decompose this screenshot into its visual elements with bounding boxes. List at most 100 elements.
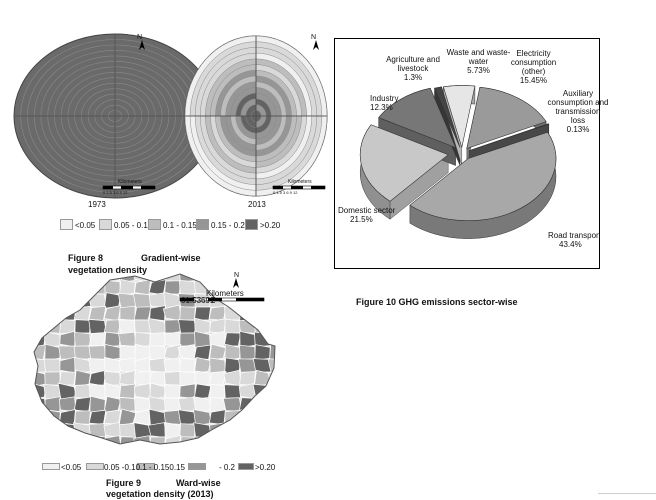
- ward-cell: [165, 449, 180, 463]
- legend-swatch: [238, 463, 254, 470]
- ward-cell: [178, 320, 196, 334]
- gradient-maps: [0, 0, 330, 240]
- ward-cell: [75, 320, 90, 334]
- ward-cell: [88, 268, 106, 281]
- ward-cell: [30, 448, 46, 463]
- ward-cell: [209, 268, 225, 282]
- ward-cell: [180, 307, 196, 321]
- legend-label: 0.15 - 0.2: [211, 221, 245, 230]
- ward-cell: [224, 423, 240, 437]
- ward-cell: [45, 307, 61, 320]
- ward-cell: [45, 268, 60, 281]
- ward-cell: [45, 397, 60, 412]
- ward-cell: [254, 410, 270, 424]
- figure-8-caption-title: Gradient-wise: [141, 253, 201, 264]
- ward-cell: [209, 372, 226, 386]
- figure-8-caption-number: Figure 8: [68, 253, 103, 264]
- ward-cell: [89, 410, 106, 424]
- ward-cell: [179, 280, 195, 294]
- ward-cell: [43, 279, 61, 296]
- ward-cell: [30, 318, 45, 335]
- ward-cell: [59, 268, 76, 281]
- ward-cell: [269, 305, 280, 322]
- ward-cell: [30, 410, 47, 426]
- ward-cell: [255, 268, 270, 282]
- ward-cell: [164, 372, 180, 386]
- figure-9-caption-title-2: vegetation density (2013): [106, 489, 214, 500]
- ward-cell: [269, 435, 280, 452]
- legend-swatch: [86, 463, 104, 470]
- scale-number: 01.53691: [181, 296, 214, 305]
- legend-label: 0.05 - 0.1: [114, 221, 148, 230]
- ward-cell: [30, 307, 47, 321]
- slice-label-domestic: Domestic sector 21.5%: [338, 206, 395, 224]
- ward-cell: [135, 449, 150, 463]
- ward-cell: [149, 358, 165, 373]
- ward-cell: [149, 293, 166, 308]
- legend-swatch: [99, 219, 112, 230]
- ward-cell: [30, 268, 45, 283]
- ward-cell: [209, 449, 227, 463]
- ward-cell: [119, 332, 137, 346]
- figure-9-caption-number: Figure 9: [106, 478, 141, 489]
- ward-cell: [253, 384, 272, 398]
- ward-cell: [44, 319, 62, 333]
- ward-cell: [165, 281, 181, 294]
- ward-cell: [120, 346, 135, 359]
- ward-cell: [240, 345, 256, 360]
- page-divider: [598, 493, 656, 494]
- ward-cell: [240, 306, 256, 322]
- ward-cell: [74, 423, 92, 439]
- ward-cell: [240, 410, 256, 426]
- ward-cell: [254, 281, 270, 295]
- ward-cell: [89, 333, 106, 347]
- ward-cell: [255, 397, 271, 413]
- ward-cell: [60, 280, 76, 294]
- legend-swatch: [245, 219, 258, 230]
- ward-cell: [119, 320, 137, 333]
- ward-cell: [255, 345, 270, 361]
- ward-cell: [223, 449, 242, 464]
- ward-cell: [90, 449, 105, 463]
- ward-cell: [254, 436, 272, 452]
- ward-cell: [269, 449, 280, 463]
- scale-bar-icon: [103, 186, 155, 189]
- ward-cell: [164, 358, 181, 373]
- scale-bar-icon: [273, 186, 325, 189]
- scale-number-trailing: 2: [211, 296, 215, 305]
- ward-cell: [45, 410, 61, 425]
- ward-cell: [224, 385, 240, 399]
- ward-cell: [180, 359, 195, 373]
- legend-label: >0.20: [255, 463, 275, 472]
- ward-cell: [165, 332, 181, 347]
- ward-cell: [180, 372, 195, 386]
- ward-cell: [270, 268, 280, 282]
- ward-cell: [164, 385, 180, 398]
- ward-cell: [105, 268, 121, 282]
- ward-cell: [148, 423, 166, 438]
- ward-cell: [210, 358, 226, 373]
- scale-ticks: 0 1.5 3 6 9 12: [103, 190, 127, 195]
- ward-cell: [59, 436, 76, 452]
- ward-cell: [134, 384, 151, 399]
- ward-cell: [254, 320, 271, 334]
- north-label: N: [137, 33, 142, 42]
- legend-label: - 0.2: [219, 463, 235, 472]
- ward-cell: [89, 319, 107, 333]
- ward-cell: [209, 410, 225, 425]
- ward-cell: [180, 333, 195, 346]
- ward-cell: [180, 384, 195, 399]
- legend-label: 0.05 -0.10.1 - 0.150.15: [104, 463, 185, 472]
- ward-cell: [30, 280, 47, 295]
- ward-cell: [180, 424, 196, 438]
- ward-cell: [224, 436, 241, 450]
- ward-cell: [119, 358, 136, 373]
- ward-cell: [60, 307, 75, 321]
- slice-label-electricity: Electricity consumption (other) 15.45%: [506, 49, 561, 85]
- ward-cell: [44, 359, 61, 372]
- ward-cell: [45, 424, 60, 437]
- ward-cell: [119, 450, 136, 464]
- ward-cell: [225, 307, 241, 320]
- ward-cell: [210, 384, 226, 399]
- ward-cell: [74, 436, 91, 450]
